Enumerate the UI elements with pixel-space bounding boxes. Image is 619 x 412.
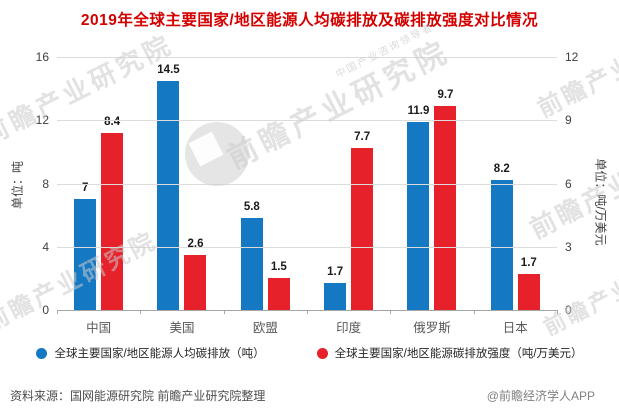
- y-tick-label-right: 12: [565, 50, 579, 64]
- y-tick-label-right: 6: [565, 176, 572, 191]
- bar-value-label: 1.5: [270, 261, 287, 274]
- bar: 14.5: [157, 64, 180, 310]
- plot-area: 7 8.4 14.5 2.6 5.8 1.5 1.7 7.7 11.9 9.7 8.2 1.7 16 1…: [36, 50, 579, 317]
- legend-label: 全球主要国家/地区能源碳排放强度（吨/万美元）: [334, 348, 583, 360]
- bar: 5.8: [240, 201, 263, 310]
- bar-value-label: 11.9: [407, 104, 430, 117]
- x-category-label: 印度: [336, 321, 362, 335]
- bar: 2.6: [184, 238, 207, 310]
- bar-value-label: 7: [81, 182, 89, 195]
- legend-item-intensity: 全球主要国家/地区能源碳排放强度（吨/万美元）: [316, 345, 583, 361]
- bar-groups: 7 8.4 14.5 2.6 5.8 1.5 1.7 7.7 11.9 9.7 8.2 1.7: [57, 57, 557, 310]
- y-tick-label-left: 4: [42, 239, 49, 254]
- x-axis-tick: [307, 310, 308, 314]
- y-tick-label-right: 3: [565, 239, 572, 254]
- bar: 1.7: [517, 257, 540, 310]
- bar-group: 1.7 7.7: [307, 57, 390, 310]
- x-axis-tick: [223, 310, 225, 314]
- credit-note: @前瞻经济学人APP: [486, 389, 595, 403]
- x-category-label: 中国: [86, 321, 112, 335]
- legend-item-per-capita: 全球主要国家/地区能源人均碳排放（吨）: [36, 345, 265, 361]
- x-axis-tick: [140, 310, 142, 314]
- bar-value-label: 1.7: [520, 257, 537, 270]
- x-category-label: 日本: [502, 321, 528, 335]
- y-tick-label-left: 8: [42, 176, 49, 191]
- x-axis-tick: [557, 310, 558, 314]
- bar-group: 5.8 1.5: [224, 57, 307, 310]
- bar-value-label: 8.2: [493, 163, 510, 176]
- y-tick-label-left: 0: [42, 303, 49, 317]
- x-category-label: 欧盟: [252, 321, 278, 335]
- gridline: [57, 57, 557, 58]
- legend-label: 全球主要国家/地区能源人均碳排放（吨）: [54, 348, 265, 360]
- bar-value-label: 9.7: [437, 88, 454, 101]
- legend-dot: [36, 347, 48, 359]
- bar-group: 7 8.4: [57, 57, 140, 310]
- bar-value-label: 8.4: [104, 115, 121, 128]
- bar-value-label: 5.8: [243, 201, 260, 214]
- chart-title: 2019年全球主要国家/地区能源人均碳排放及碳排放强度对比情况: [80, 12, 539, 29]
- bar-group: 11.9 9.7: [390, 57, 473, 310]
- x-category-label: 美国: [169, 321, 195, 335]
- bar: 7.7: [351, 131, 374, 310]
- bar: 7: [74, 182, 97, 310]
- x-axis-tick: [473, 310, 475, 314]
- gridline: [57, 246, 557, 248]
- x-ticks: [57, 310, 558, 314]
- source-note: 资料来源：国网能源研究院 前瞻产业研究院整理: [10, 389, 266, 403]
- x-category-label: 俄罗斯: [413, 321, 451, 335]
- x-axis-tick: [390, 310, 392, 314]
- bar: 11.9: [407, 105, 430, 310]
- legend-dot: [316, 347, 328, 359]
- bar: 8.2: [490, 163, 513, 310]
- right-axis-unit-label: 单位：吨/万美元: [593, 158, 608, 246]
- category-row: 中国 美国 欧盟 印度 俄罗斯 日本: [57, 317, 557, 336]
- bar: 1.5: [267, 261, 290, 310]
- legend: 全球主要国家/地区能源人均碳排放（吨） 全球主要国家/地区能源碳排放强度（吨/万…: [0, 345, 619, 361]
- y-tick-label-left: 12: [35, 113, 49, 128]
- gridline: [57, 120, 557, 122]
- y-tick-label-right: 0: [565, 303, 572, 317]
- bar-value-label: 7.7: [354, 130, 371, 143]
- x-axis-tick: [57, 310, 58, 314]
- gridline: [57, 183, 557, 185]
- y-tick-label-right: 9: [565, 113, 572, 128]
- bar-group: 14.5 2.6: [140, 57, 223, 310]
- bar: 8.4: [101, 116, 124, 310]
- bar: 1.7: [324, 266, 347, 310]
- bar: 9.7: [434, 89, 457, 310]
- bar-group: 8.2 1.7: [474, 57, 557, 310]
- bar-value-label: 14.5: [157, 63, 180, 76]
- bar-value-label: 1.7: [327, 266, 344, 279]
- y-tick-label-left: 16: [35, 50, 49, 64]
- bar-value-label: 2.6: [187, 238, 204, 251]
